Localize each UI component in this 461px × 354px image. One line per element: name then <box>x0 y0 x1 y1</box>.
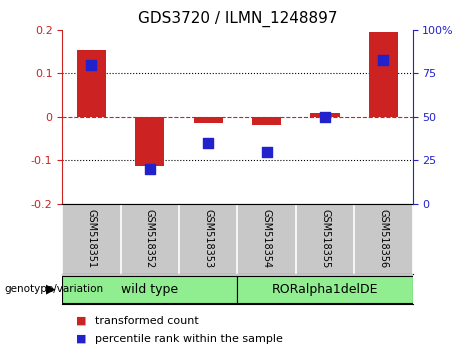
Text: GSM518356: GSM518356 <box>378 209 389 268</box>
Bar <box>252 117 281 125</box>
Point <box>205 140 212 146</box>
Text: GSM518355: GSM518355 <box>320 209 330 268</box>
Title: GDS3720 / ILMN_1248897: GDS3720 / ILMN_1248897 <box>138 11 337 27</box>
Bar <box>369 32 398 117</box>
Text: RORalpha1delDE: RORalpha1delDE <box>272 283 378 296</box>
Text: GSM518351: GSM518351 <box>86 209 96 268</box>
Point <box>88 62 95 68</box>
Point <box>321 114 329 120</box>
Point <box>263 149 270 154</box>
Bar <box>77 50 106 117</box>
Text: wild type: wild type <box>121 283 178 296</box>
Text: GSM518354: GSM518354 <box>261 209 272 268</box>
Text: ■: ■ <box>76 315 87 326</box>
Point <box>146 166 154 172</box>
Text: ▶: ▶ <box>46 283 55 296</box>
Bar <box>135 117 165 166</box>
Bar <box>310 113 340 117</box>
Text: transformed count: transformed count <box>95 315 198 326</box>
Text: ■: ■ <box>76 334 87 344</box>
Text: GSM518352: GSM518352 <box>145 209 155 268</box>
Bar <box>237 276 413 303</box>
Bar <box>62 276 237 303</box>
Text: genotype/variation: genotype/variation <box>5 284 104 295</box>
Text: percentile rank within the sample: percentile rank within the sample <box>95 334 283 344</box>
Point <box>380 57 387 62</box>
Text: GSM518353: GSM518353 <box>203 209 213 268</box>
Bar <box>194 117 223 123</box>
